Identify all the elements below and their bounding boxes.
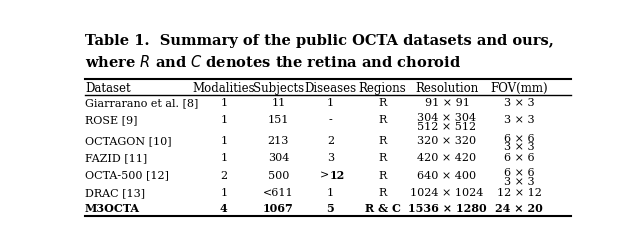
Text: FAZID [11]: FAZID [11] <box>85 152 147 162</box>
Text: 1067: 1067 <box>263 202 294 213</box>
Text: 3 × 3: 3 × 3 <box>504 98 534 108</box>
Text: R: R <box>378 135 387 145</box>
Text: 151: 151 <box>268 115 289 125</box>
Text: 2: 2 <box>327 135 334 145</box>
Text: 6 × 6: 6 × 6 <box>504 133 534 143</box>
Text: 12: 12 <box>330 170 345 180</box>
Text: 1024 × 1024: 1024 × 1024 <box>410 187 484 197</box>
Text: 512 × 512: 512 × 512 <box>417 122 477 132</box>
Text: 640 × 400: 640 × 400 <box>417 170 477 180</box>
Text: 12 × 12: 12 × 12 <box>497 187 541 197</box>
Text: 1: 1 <box>220 98 227 108</box>
Text: Regions: Regions <box>358 82 406 95</box>
Text: FOV(mm): FOV(mm) <box>490 82 548 95</box>
Text: 320 × 320: 320 × 320 <box>417 135 477 145</box>
Text: 3 × 3: 3 × 3 <box>504 142 534 152</box>
Text: ROSE [9]: ROSE [9] <box>85 115 138 125</box>
Text: 6 × 6: 6 × 6 <box>504 152 534 162</box>
Text: 1: 1 <box>220 152 227 162</box>
Text: OCTA-500 [12]: OCTA-500 [12] <box>85 170 169 180</box>
Text: R: R <box>378 98 387 108</box>
Text: Giarrarano et al. [8]: Giarrarano et al. [8] <box>85 98 198 108</box>
Text: 500: 500 <box>268 170 289 180</box>
Text: R: R <box>378 170 387 180</box>
Text: 11: 11 <box>271 98 285 108</box>
Text: 3 × 3: 3 × 3 <box>504 176 534 186</box>
Text: 1: 1 <box>220 135 227 145</box>
Text: Resolution: Resolution <box>415 82 479 95</box>
Text: where $R$ and $C$ denotes the retina and choroid: where $R$ and $C$ denotes the retina and… <box>85 54 461 70</box>
Text: <611: <611 <box>263 187 294 197</box>
Text: 91 × 91: 91 × 91 <box>424 98 470 108</box>
Text: 3 × 3: 3 × 3 <box>504 115 534 125</box>
Text: 1: 1 <box>220 187 227 197</box>
Text: R & C: R & C <box>365 202 401 213</box>
Text: R: R <box>378 187 387 197</box>
Text: Subjects: Subjects <box>253 82 304 95</box>
Text: 304: 304 <box>268 152 289 162</box>
Text: 5: 5 <box>326 202 334 213</box>
Text: R: R <box>378 115 387 125</box>
Text: R: R <box>378 152 387 162</box>
Text: 2: 2 <box>220 170 227 180</box>
Text: 1536 × 1280: 1536 × 1280 <box>408 202 486 213</box>
Text: >: > <box>320 170 329 180</box>
Text: -: - <box>328 115 332 125</box>
Text: 420 × 420: 420 × 420 <box>417 152 477 162</box>
Text: 4: 4 <box>220 202 228 213</box>
Text: DRAC [13]: DRAC [13] <box>85 187 145 197</box>
Text: Dataset: Dataset <box>85 82 131 95</box>
Text: M3OCTA: M3OCTA <box>85 202 140 213</box>
Text: Diseases: Diseases <box>305 82 356 95</box>
Text: 1: 1 <box>327 98 334 108</box>
Text: 24 × 20: 24 × 20 <box>495 202 543 213</box>
Text: 1: 1 <box>327 187 334 197</box>
Text: Modalities: Modalities <box>193 82 255 95</box>
Text: 1: 1 <box>220 115 227 125</box>
Text: 3: 3 <box>327 152 334 162</box>
Text: 304 × 304: 304 × 304 <box>417 113 477 123</box>
Text: OCTAGON [10]: OCTAGON [10] <box>85 135 172 145</box>
Text: 6 × 6: 6 × 6 <box>504 168 534 178</box>
Text: Table 1.  Summary of the public OCTA datasets and ours,: Table 1. Summary of the public OCTA data… <box>85 34 554 48</box>
Text: 213: 213 <box>268 135 289 145</box>
